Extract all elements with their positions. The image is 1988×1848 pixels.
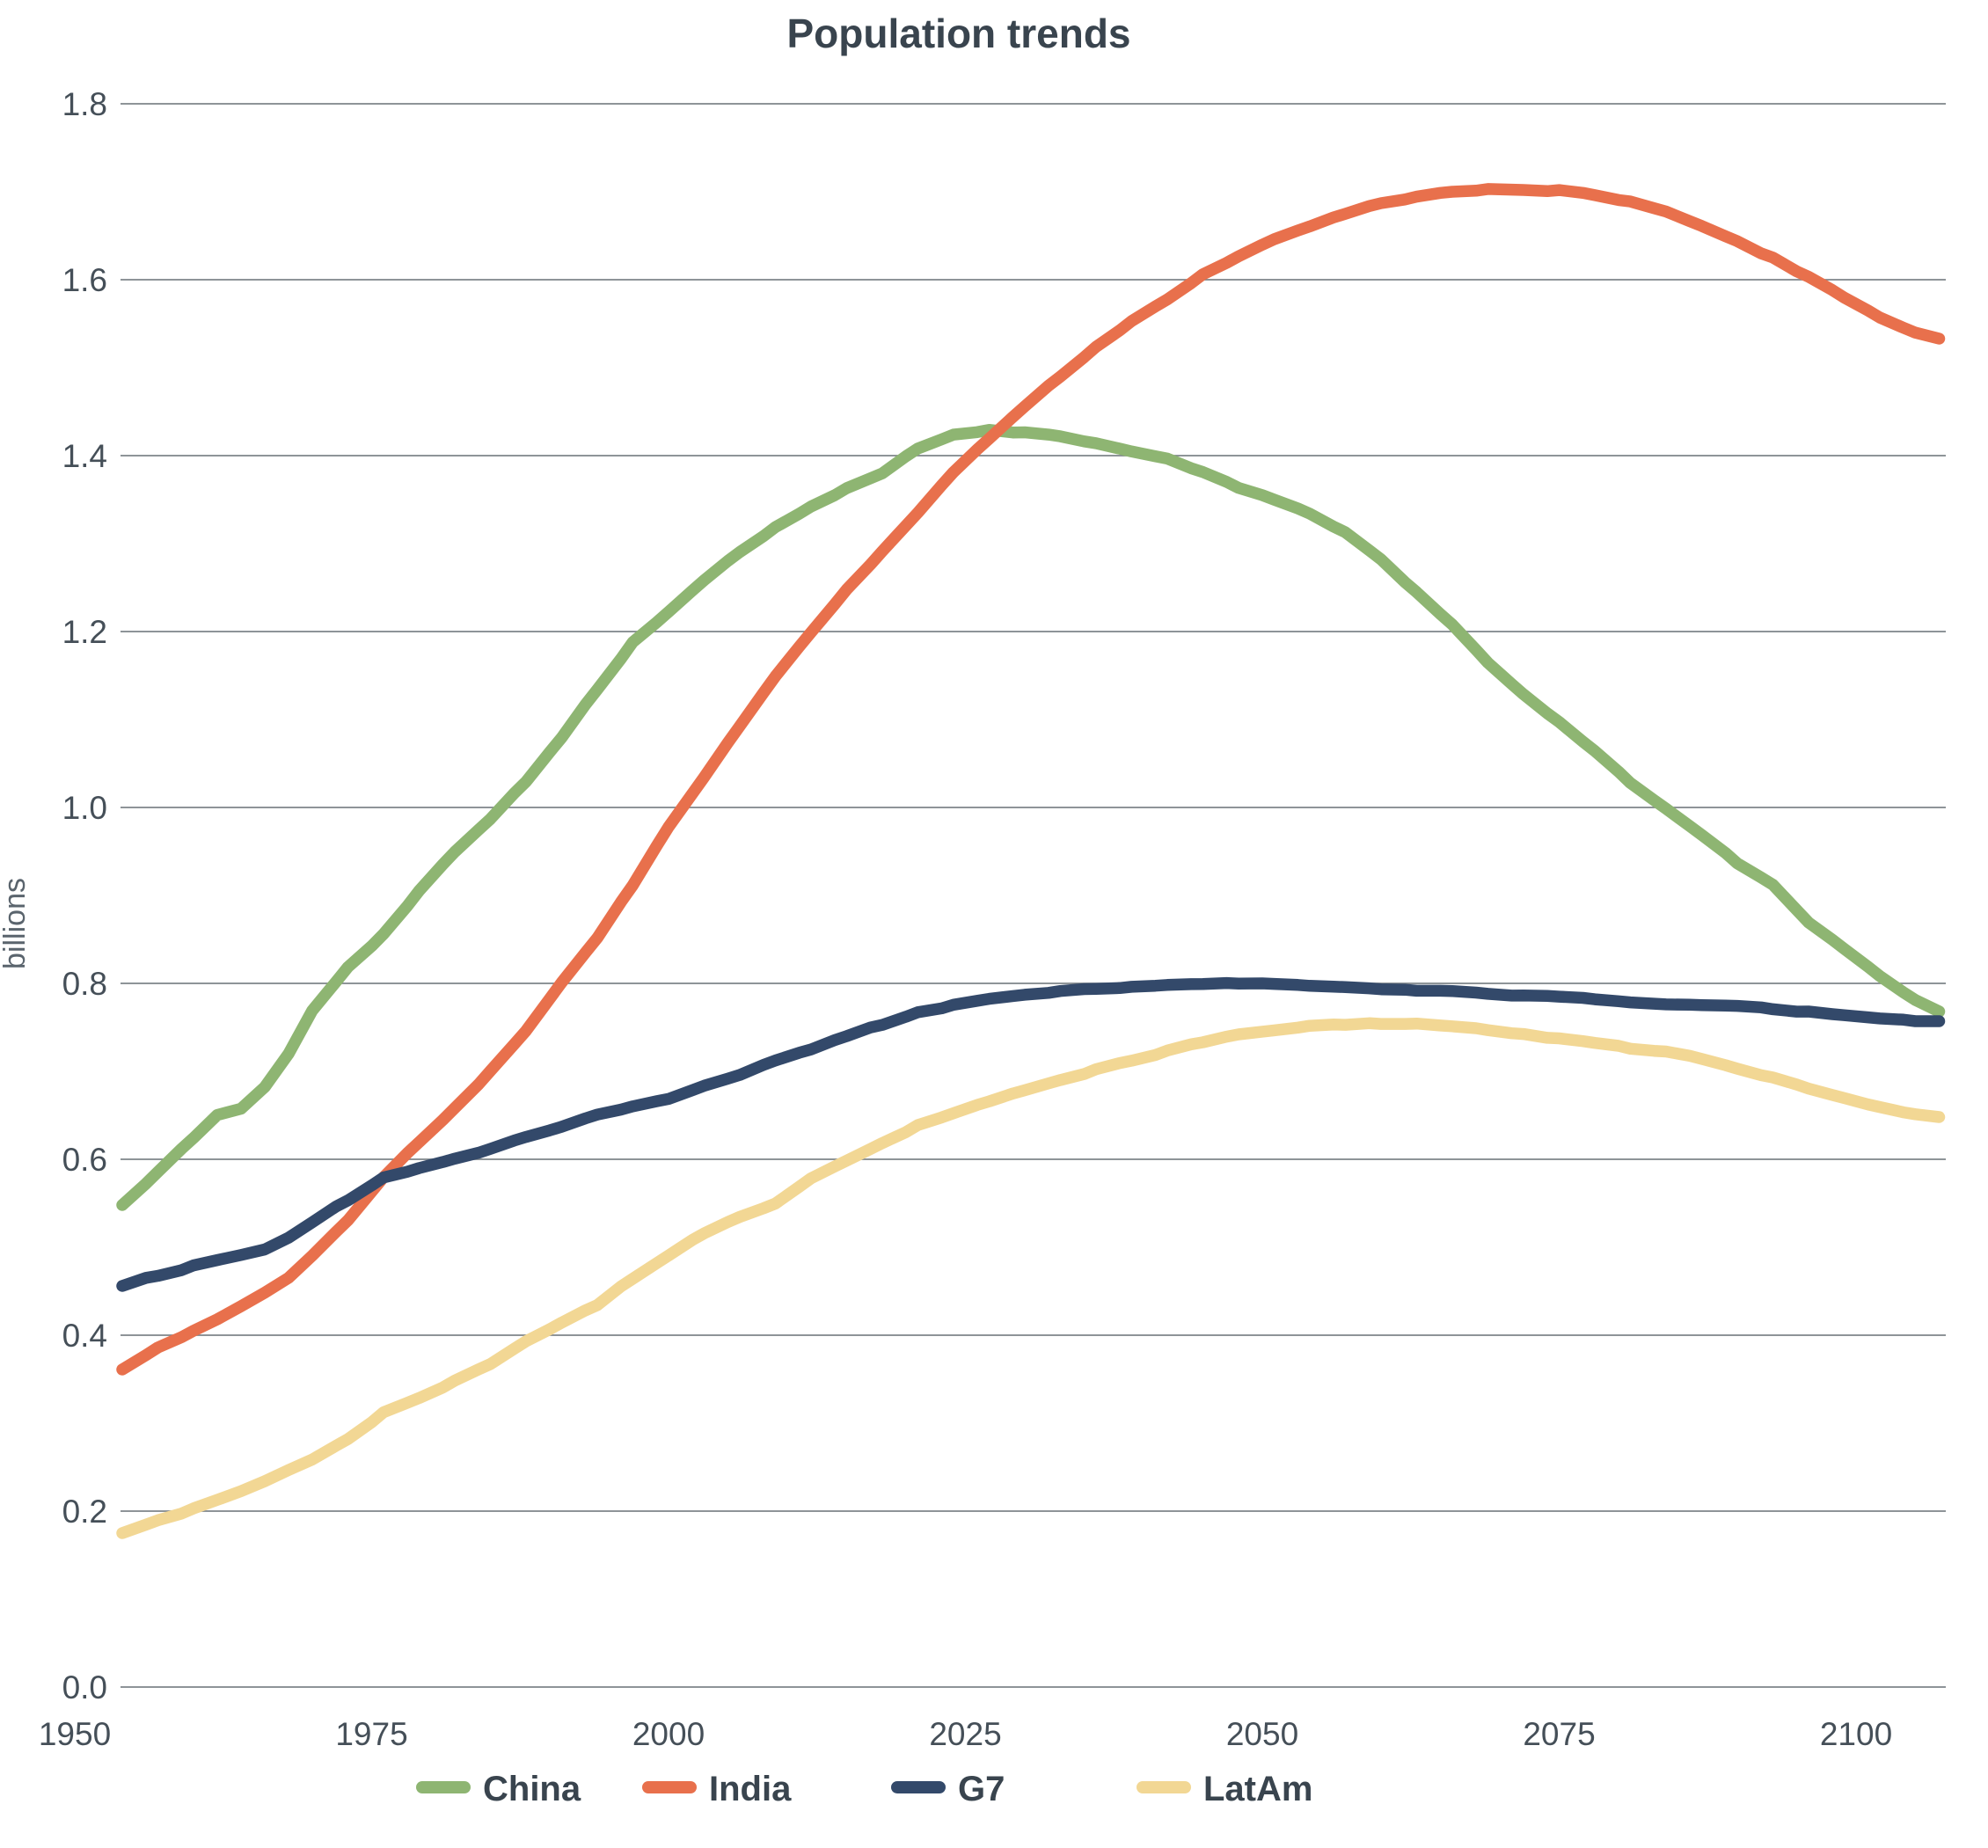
y-tick-label: 0.8 [62, 966, 107, 1002]
series-line-india [116, 183, 1946, 1376]
y-tick-label: 1.2 [62, 614, 107, 650]
x-tick-label: 2050 [1226, 1716, 1298, 1752]
chart-title: Population trends [787, 11, 1131, 56]
series-lines [116, 183, 1946, 1539]
y-axis-label: billions [0, 878, 32, 969]
x-tick-label: 2100 [1820, 1716, 1892, 1752]
x-tick-label: 2025 [929, 1716, 1001, 1752]
x-tick-label: 2075 [1523, 1716, 1595, 1752]
y-axis-tick-labels: 0.0 0.2 0.4 0.6 0.8 1.0 1.2 1.4 1.6 1.8 [62, 86, 107, 1706]
legend-swatch-latam [1137, 1781, 1191, 1793]
legend-swatch-india [642, 1781, 697, 1793]
legend-item-india: India [642, 1770, 792, 1808]
x-tick-label: 1975 [335, 1716, 407, 1752]
series-line-china [116, 423, 1946, 1211]
legend-label-india: India [709, 1770, 792, 1808]
x-axis-tick-labels: 1950 1975 2000 2025 2050 2075 2100 [39, 1716, 1892, 1752]
gridlines [121, 103, 1946, 1688]
legend-label-g7: G7 [958, 1770, 1005, 1808]
legend-item-g7: G7 [891, 1770, 1005, 1808]
y-tick-label: 1.0 [62, 790, 107, 826]
y-tick-label: 0.2 [62, 1494, 107, 1530]
series-line-g7 [116, 976, 1946, 1292]
series-line-latam [116, 1017, 1946, 1539]
y-tick-label: 1.6 [62, 262, 107, 298]
y-tick-label: 1.4 [62, 438, 107, 474]
y-tick-label: 0.6 [62, 1142, 107, 1178]
legend-label-latam: LatAm [1203, 1770, 1312, 1808]
y-tick-label: 1.8 [62, 86, 107, 122]
legend-swatch-g7 [891, 1781, 946, 1793]
legend: China India G7 LatAm [416, 1770, 1312, 1808]
legend-item-china: China [416, 1770, 581, 1808]
legend-swatch-china [416, 1781, 471, 1793]
x-tick-label: 1950 [39, 1716, 111, 1752]
y-tick-label: 0.0 [62, 1669, 107, 1706]
legend-label-china: China [483, 1770, 581, 1808]
x-tick-label: 2000 [632, 1716, 705, 1752]
y-tick-label: 0.4 [62, 1318, 107, 1354]
legend-item-latam: LatAm [1137, 1770, 1312, 1808]
